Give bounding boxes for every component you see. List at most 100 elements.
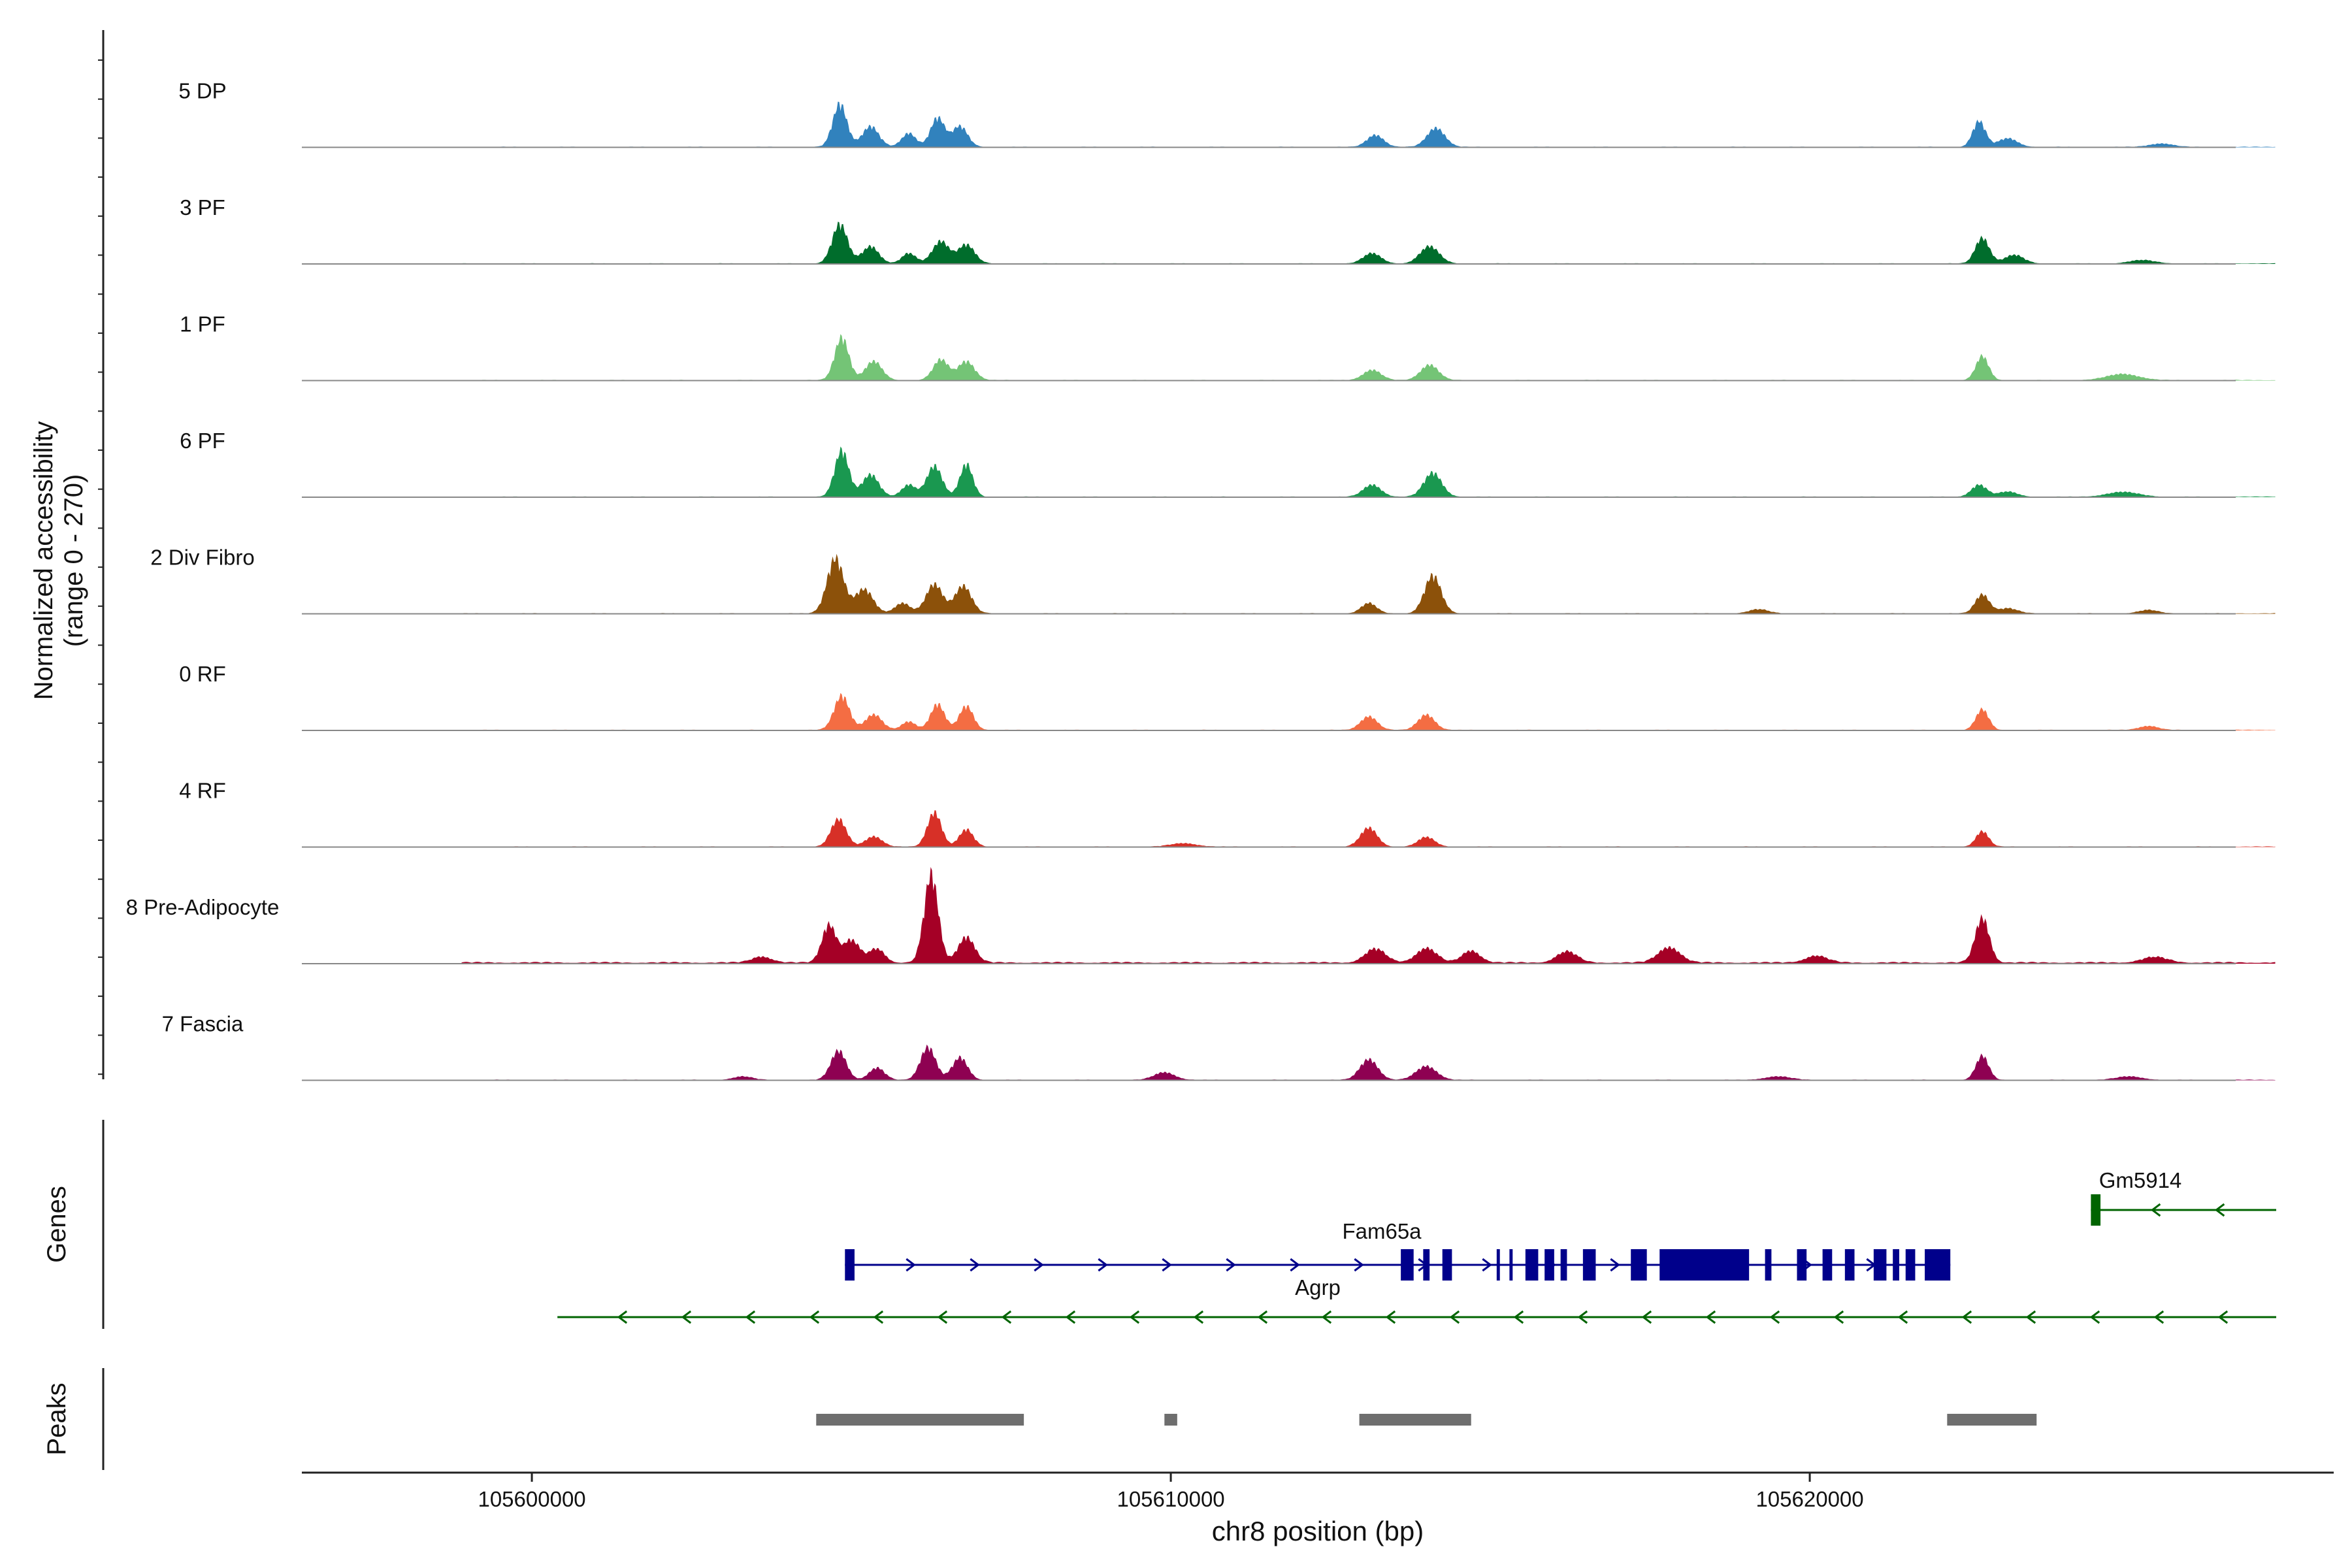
strand-arrow [1129, 1310, 1140, 1324]
gene-label-fam65a: Fam65a [1342, 1219, 1422, 1243]
strand-arrow [1321, 1310, 1332, 1324]
y-axis-label-range: (range 0 - 270) [59, 474, 88, 647]
peak-region [1359, 1414, 1471, 1426]
strand-arrow [1961, 1310, 1972, 1324]
strand-arrow [1449, 1310, 1460, 1324]
track-label-0-rf: 0 RF [179, 662, 226, 686]
x-axis-label: chr8 position (bp) [1212, 1516, 1424, 1546]
peak-region [816, 1414, 1024, 1426]
strand-arrow [1034, 1258, 1044, 1272]
track-label-3-pf: 3 PF [180, 195, 225, 220]
exon [1844, 1249, 1855, 1281]
strand-arrow [1162, 1258, 1172, 1272]
track-1-pf: 1 PF [180, 312, 2276, 382]
x-tick-label: 105600000 [478, 1487, 585, 1511]
strand-arrow [906, 1258, 916, 1272]
exon [1797, 1249, 1807, 1281]
exon [2091, 1194, 2101, 1226]
coverage-area-6-pf [461, 446, 2276, 497]
exon [845, 1249, 855, 1281]
coverage-area-7-fascia [461, 1044, 2276, 1081]
track-label-2-div-fibro: 2 Div Fibro [150, 546, 255, 570]
exon [1525, 1249, 1539, 1281]
peak-region [1164, 1414, 1177, 1426]
track-0-rf: 0 RF [179, 662, 2276, 731]
strand-arrow [1705, 1310, 1716, 1324]
exon [1582, 1249, 1596, 1281]
exon [1509, 1249, 1513, 1281]
strand-arrow [937, 1310, 948, 1324]
strand-arrow [1098, 1258, 1108, 1272]
strand-arrow [1641, 1310, 1652, 1324]
strand-arrow [1833, 1310, 1844, 1324]
coverage-area-1-pf [461, 334, 2276, 381]
genes-panel-label: Genes [42, 1186, 71, 1263]
strand-arrow [745, 1310, 756, 1324]
strand-arrow [681, 1310, 692, 1324]
track-5-dp: 5 DP [178, 79, 2276, 148]
strand-arrow [970, 1258, 980, 1272]
strand-arrow [2150, 1203, 2161, 1217]
strand-arrow [617, 1310, 628, 1324]
strand-arrow [1897, 1310, 1908, 1324]
strand-arrow [1193, 1310, 1204, 1324]
strand-arrow [1577, 1310, 1588, 1324]
exon [1925, 1249, 1951, 1281]
strand-arrow [2025, 1310, 2036, 1324]
peak-region [1947, 1414, 2037, 1426]
exon [1442, 1249, 1452, 1281]
coverage-area-5-dp [461, 101, 2276, 148]
track-label-8-pre-adipocyte: 8 Pre-Adipocyte [126, 895, 280, 919]
strand-arrow [2217, 1310, 2229, 1324]
strand-arrow [1257, 1310, 1268, 1324]
x-tick-label: 105610000 [1117, 1487, 1224, 1511]
exon [1905, 1249, 1916, 1281]
track-3-pf: 3 PF [180, 195, 2276, 265]
exon [1822, 1249, 1833, 1281]
gene-label-gm5914: Gm5914 [2099, 1168, 2182, 1192]
exon [1401, 1249, 1414, 1281]
coverage-area-0-rf [461, 693, 2276, 730]
peaks-panel-label: Peaks [42, 1382, 71, 1455]
track-2-div-fibro: 2 Div Fibro [150, 546, 2276, 615]
strand-arrow [2153, 1310, 2164, 1324]
strand-arrow [1354, 1258, 1364, 1272]
exon [1631, 1249, 1647, 1281]
strand-arrow [1513, 1310, 1524, 1324]
strand-arrow [873, 1310, 884, 1324]
strand-arrow [1001, 1310, 1012, 1324]
x-axis: 105600000 105610000 105620000 [478, 1473, 1864, 1511]
track-label-6-pf: 6 PF [180, 429, 225, 453]
strand-arrow [1065, 1310, 1076, 1324]
coverage-panel: 5 DP 3 PF 1 PF 6 PF 2 Div Fibro 0 RF 4 RF 8 Pre… [126, 79, 2276, 1081]
track-label-4-rf: 4 RF [179, 779, 226, 803]
strand-arrow [1482, 1258, 1492, 1272]
gene-label-agrp: Agrp [1295, 1275, 1341, 1299]
strand-arrow [1610, 1258, 1620, 1272]
strand-arrow [1385, 1310, 1396, 1324]
exon [1560, 1249, 1567, 1281]
x-tick-label: 105620000 [1756, 1487, 1863, 1511]
track-label-5-dp: 5 DP [178, 79, 226, 103]
exon [1765, 1249, 1772, 1281]
track-label-1-pf: 1 PF [180, 312, 225, 336]
track-7-fascia: 7 Fascia [162, 1012, 2276, 1081]
strand-arrow [1290, 1258, 1300, 1272]
exon [1873, 1249, 1887, 1281]
track-label-7-fascia: 7 Fascia [162, 1012, 244, 1036]
strand-arrow [1226, 1258, 1236, 1272]
gene-fam65a: Fam65a [845, 1219, 1951, 1281]
exon [1544, 1249, 1554, 1281]
genes-panel: Gm5914 Fam65a Agrp [557, 1168, 2276, 1324]
track-4-rf: 4 RF [179, 779, 2276, 848]
strand-arrow [2214, 1203, 2225, 1217]
exon [1893, 1249, 1899, 1281]
gene-agrp: Agrp [557, 1275, 2276, 1324]
track-8-pre-adipocyte: 8 Pre-Adipocyte [126, 867, 2276, 964]
strand-arrow [1769, 1310, 1780, 1324]
coverage-area-4-rf [461, 810, 2276, 847]
gene-gm5914: Gm5914 [2091, 1168, 2276, 1226]
strand-arrow [2089, 1310, 2100, 1324]
exon [1423, 1249, 1430, 1281]
